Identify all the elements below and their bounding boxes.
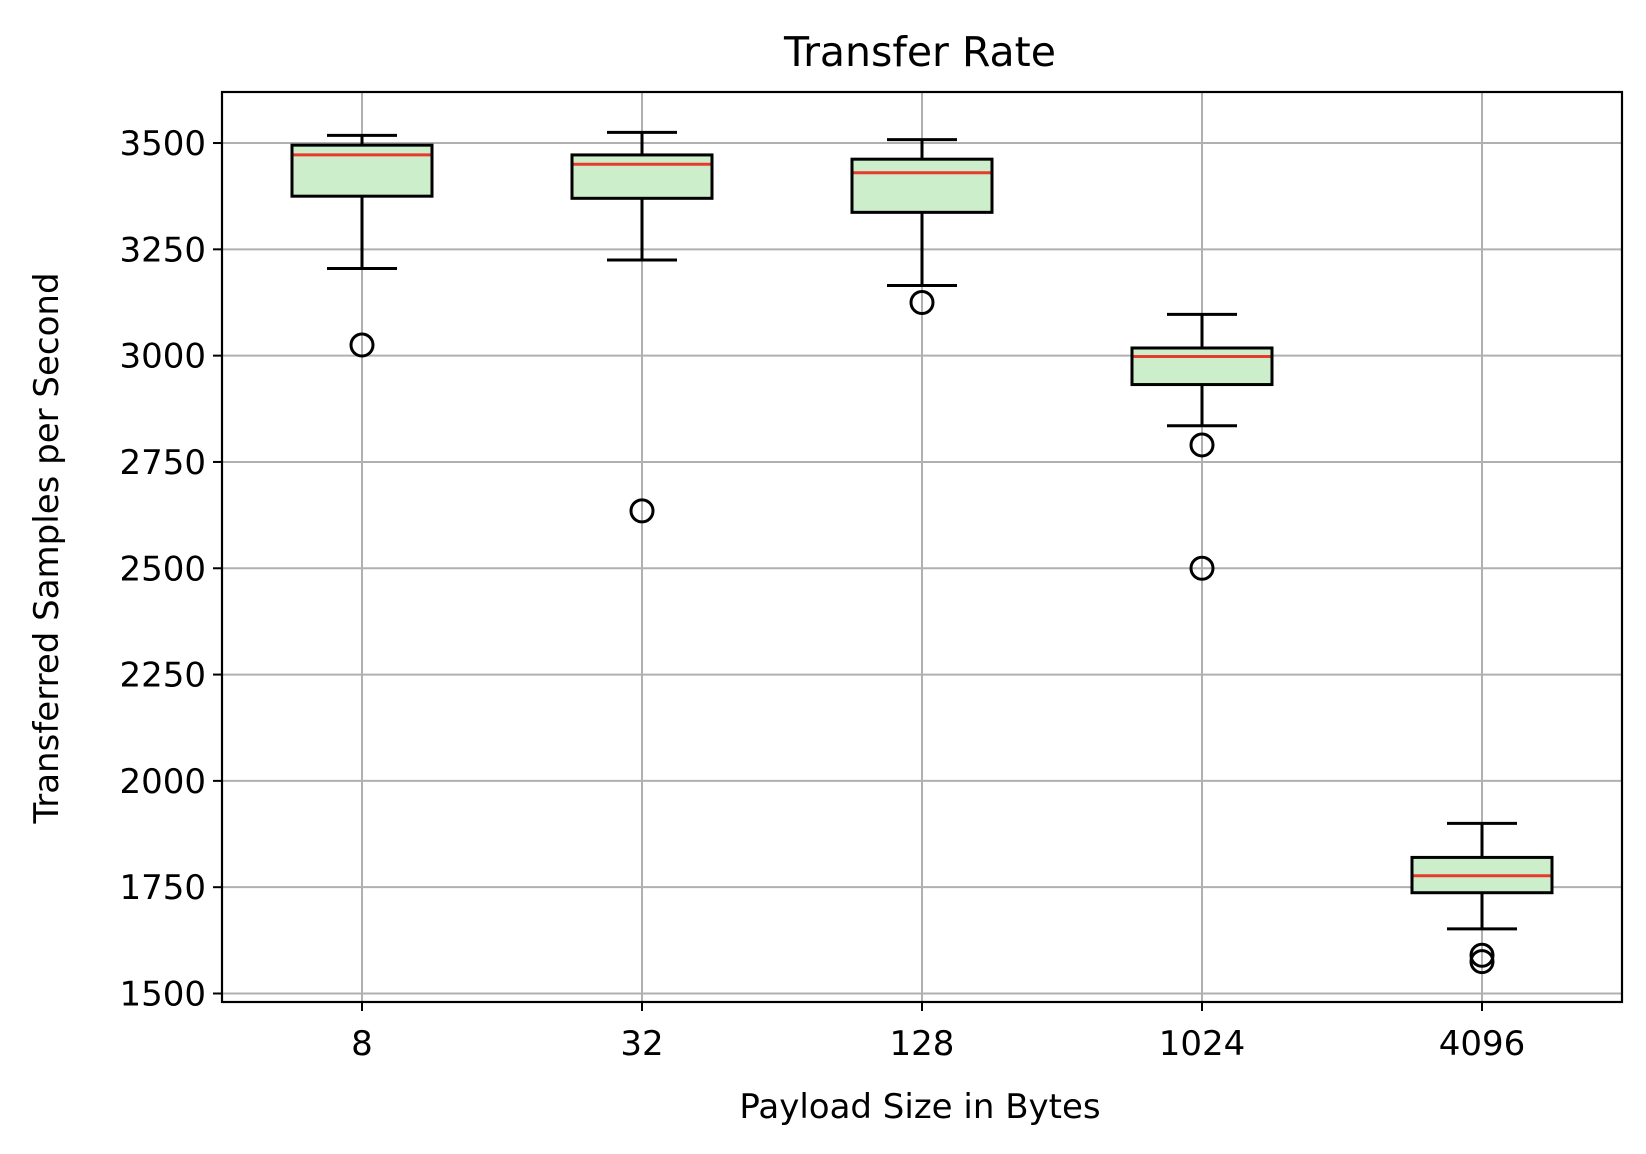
y-tick-label: 3500 (119, 124, 206, 164)
box-group-128 (850, 138, 994, 315)
iqr-box (1130, 346, 1274, 387)
y-tick-label: 3000 (119, 337, 206, 377)
x-tick-label: 128 (890, 1024, 955, 1064)
iqr-box (850, 157, 994, 214)
x-tick-label: 4096 (1439, 1024, 1526, 1064)
plot-frame (220, 90, 1624, 1004)
x-tick-label: 1024 (1159, 1024, 1246, 1064)
outlier-point (1469, 942, 1495, 968)
outlier-point (1189, 555, 1215, 581)
y-tick-label: 1750 (119, 868, 206, 908)
outlier-point (909, 289, 935, 315)
x-axis-label: Payload Size in Bytes (739, 1087, 1100, 1127)
box-group-1024 (1130, 312, 1274, 581)
x-tick-label: 8 (351, 1024, 373, 1064)
chart-title: Transfer Rate (783, 28, 1056, 76)
iqr-box (290, 143, 434, 198)
outlier-point (1469, 949, 1495, 975)
y-tick-label: 2750 (119, 443, 206, 483)
outlier-point (1189, 432, 1215, 458)
y-tick-label: 2500 (119, 549, 206, 589)
outlier-point (629, 498, 655, 524)
axes-layer: 1500 1750 2000 2250 2500 2750 3000 3250 3500 8 32 1… (119, 90, 1624, 1064)
box-layer (290, 130, 1554, 975)
y-tick-label: 2250 (119, 656, 206, 696)
y-tick-label: 1500 (119, 974, 206, 1014)
y-axis-label: Transferred Samples per Second (27, 272, 67, 824)
outlier-point (349, 332, 375, 358)
x-tick-label: 32 (620, 1024, 663, 1064)
box-group-4096 (1410, 821, 1554, 975)
iqr-box (570, 153, 714, 200)
box-group-32 (570, 130, 714, 524)
box-group-8 (290, 133, 434, 358)
y-tick-label: 3250 (119, 230, 206, 270)
y-tick-label: 2000 (119, 762, 206, 802)
